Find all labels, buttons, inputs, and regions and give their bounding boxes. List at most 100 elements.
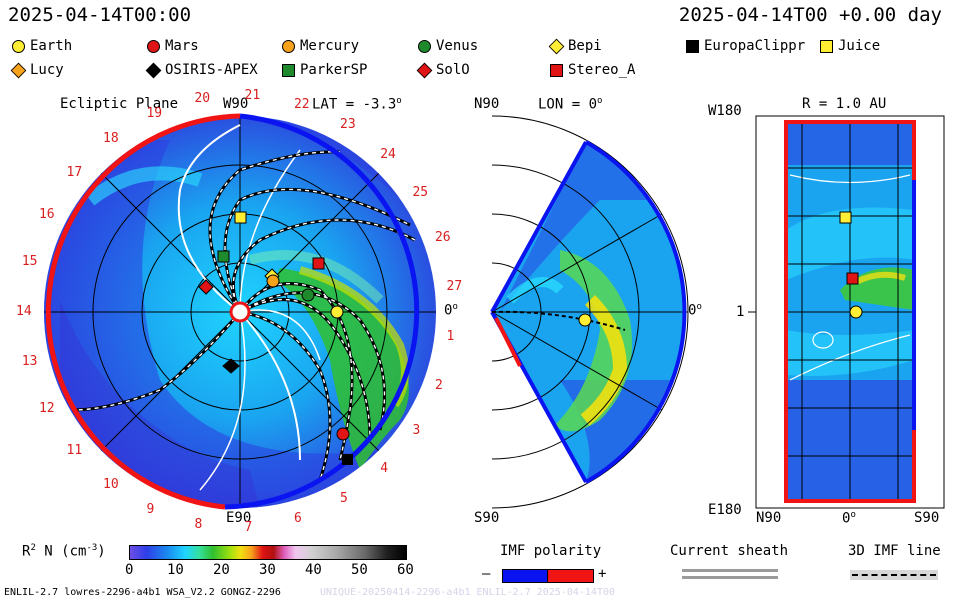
panel2-lon-label: LON = 0o [538, 96, 603, 113]
marker-mars [336, 427, 350, 441]
polarity-rim-negative [224, 113, 420, 510]
square-marker-icon [550, 63, 563, 77]
square-marker-icon [282, 63, 295, 77]
legend-item-mercury: Mercury [282, 38, 359, 54]
polarity-rim-positive [45, 113, 241, 510]
circle-marker-icon [282, 39, 295, 53]
map-earth [849, 305, 863, 319]
panel3-r-label: R = 1.0 AU [802, 96, 887, 112]
sector-label: 4 [380, 461, 389, 477]
sector-label: 20 [194, 91, 211, 107]
marker-venus [301, 288, 315, 302]
panel2-right-label: 0o [688, 302, 702, 319]
legend-label: Juice [838, 38, 881, 54]
marker-solo [198, 279, 214, 295]
marker-earth [330, 305, 344, 319]
sector-label: 5 [340, 491, 348, 507]
marker-parkersp [217, 250, 230, 263]
legend-item-solo: SolO [416, 62, 470, 78]
sector-label: 1 [446, 329, 455, 345]
legend-item-lucy: Lucy [10, 62, 64, 78]
sector-label: 9 [146, 502, 155, 518]
sector-label: 8 [194, 516, 203, 532]
current-sheath-title: Current sheath [670, 543, 789, 559]
panel1-bottom-label: E90 [226, 510, 252, 526]
imf-title: IMF polarity [500, 543, 602, 559]
marker-europaclippr [342, 454, 353, 465]
sector-label: 16 [38, 207, 55, 223]
sector-label: 7 [244, 519, 253, 535]
legend-item-bepi: Bepi [548, 38, 602, 54]
legend-label: ParkerSP [300, 62, 368, 78]
legend-item-stereo-a: Stereo_A [550, 62, 635, 78]
panel1-title: Ecliptic Plane [60, 96, 179, 112]
colorbar-tick-label: 50 [351, 562, 368, 578]
legend-label: Lucy [30, 62, 64, 78]
panel1-lat-label: LAT = -3.3o [312, 96, 402, 113]
legend-label: Bepi [568, 38, 602, 54]
sector-label: 13 [21, 353, 38, 369]
sun-marker [229, 301, 251, 323]
imf-negative-swatch [502, 569, 549, 583]
legend-item-juice: Juice [820, 38, 880, 54]
legend-label: Venus [436, 38, 479, 54]
panel3-x-right: S90 [914, 510, 940, 526]
legend-label: EuropaClippr [704, 38, 806, 54]
legend-item-parkersp: ParkerSP [282, 62, 367, 78]
colorbar-tick-label: 30 [259, 562, 276, 578]
legend-label: SolO [436, 62, 470, 78]
imf-minus: – [482, 566, 491, 582]
sector-label: 6 [293, 510, 302, 526]
imf-positive-swatch [547, 569, 594, 583]
legend-label: Mars [165, 38, 199, 54]
legend-label: Earth [30, 38, 73, 54]
sector-label: 14 [16, 304, 32, 319]
footer-left: ENLIL-2.7 lowres-2296-a4b1 WSA_V2.2 GONG… [4, 587, 281, 598]
panel3-bottom-label: E180 [708, 502, 742, 518]
panel1-top-label: W90 [223, 96, 249, 112]
current-sheath-line-2 [682, 576, 778, 579]
sector-label: 17 [66, 165, 83, 181]
panel3-left-mark: 1 [736, 304, 745, 320]
sector-label: 15 [21, 254, 38, 270]
footer-right: UNIQUE-20250414-2296-a4b1 ENLIL-2.7 2025… [320, 587, 616, 598]
panel2-bottom-label: S90 [474, 510, 500, 526]
sector-label: 3 [412, 422, 421, 438]
legend-item-earth: Earth [12, 38, 72, 54]
time-left: 2025-04-14T00:00 [8, 4, 192, 26]
panel3-x-left: N90 [756, 510, 782, 526]
sector-label: 26 [434, 230, 451, 246]
square-marker-icon [820, 39, 833, 53]
current-sheath-line-1 [682, 569, 778, 572]
imf-line-title: 3D IMF line [848, 543, 941, 559]
sector-label: 25 [412, 185, 429, 201]
marker-juice [234, 211, 247, 224]
legend-label: Stereo_A [568, 62, 636, 78]
sector-label: 27 [446, 278, 463, 294]
time-right: 2025-04-14T00 +0.00 day [678, 4, 942, 26]
legend-item-osiris-apex: OSIRIS-APEX [145, 62, 258, 78]
legend-label: Mercury [300, 38, 360, 54]
colorbar-tick-label: 0 [125, 562, 134, 578]
map-stereo-a [846, 272, 859, 285]
colorbar [129, 545, 407, 560]
colorbar-tick-label: 10 [167, 562, 184, 578]
colorbar-tick-label: 60 [397, 562, 414, 578]
circle-marker-icon [12, 39, 25, 53]
panel3-top-label: W180 [708, 103, 742, 119]
imf-line-sample [852, 574, 936, 576]
sector-label: 24 [380, 146, 396, 162]
marker-osiris-apex [222, 358, 240, 374]
circle-marker-icon [147, 39, 160, 53]
legend-item-europaclippr: EuropaClippr [686, 38, 805, 54]
marker-stereo-a [312, 257, 325, 270]
imf-plus: + [598, 566, 607, 582]
sector-label: 22 [293, 97, 310, 113]
meridional-earth [578, 313, 592, 327]
panel3-x-mid: 0o [842, 510, 856, 527]
legend-item-mars: Mars [147, 38, 199, 54]
panel1-right-label: 0o [444, 302, 458, 319]
legend-item-venus: Venus [418, 38, 478, 54]
colorbar-label: R2 N (cm-3) [22, 543, 106, 560]
